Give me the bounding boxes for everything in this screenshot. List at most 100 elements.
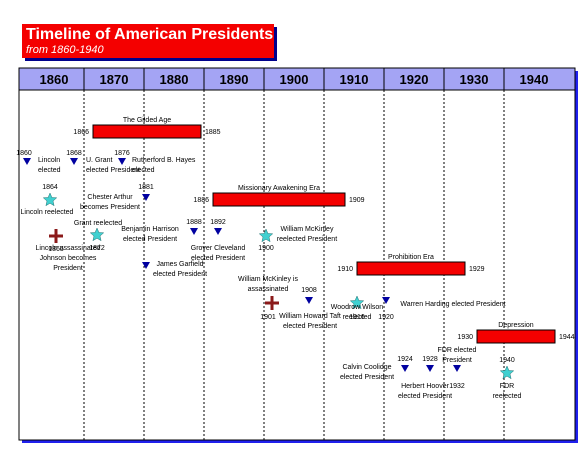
event-label: becomes President (80, 204, 140, 211)
star-marker-icon (89, 227, 105, 242)
event-label: Benjamin Harrison (121, 226, 179, 233)
event-year: 1920 (378, 314, 394, 321)
event-label: Lincoln assassinated (36, 245, 101, 252)
triangle-marker-icon (426, 365, 434, 372)
event-label: Herbert Hoover (401, 383, 450, 390)
decade-label: 1870 (100, 72, 129, 87)
event-label: FDR elected (438, 347, 477, 354)
triangle-marker-icon (305, 297, 313, 304)
event-year: 1864 (42, 184, 58, 191)
era-end-year: 1929 (469, 266, 485, 273)
decade-label: 1910 (340, 72, 369, 87)
title-banner: Timeline of American Presidents from 186… (22, 24, 274, 58)
star-marker-icon (499, 365, 515, 380)
era-bar (212, 192, 346, 207)
event-label: President (442, 357, 472, 364)
triangle-marker-icon (118, 158, 126, 165)
triangle-marker-icon (23, 158, 31, 165)
triangle-marker-icon (190, 228, 198, 235)
triangle-marker-icon (453, 365, 461, 372)
event-label: William McKinley (281, 226, 334, 233)
triangle-marker-icon (142, 194, 150, 201)
decade-label: 1940 (520, 72, 549, 87)
event-label: assassinated (248, 286, 289, 293)
triangle-marker-icon (382, 297, 390, 304)
triangle-marker-icon (214, 228, 222, 235)
star-marker-icon (349, 295, 365, 310)
star-marker-icon (42, 192, 58, 207)
event-year: 1868 (66, 150, 82, 157)
era-bar (356, 261, 466, 276)
triangle-marker-icon (401, 365, 409, 372)
event-year: 1924 (397, 356, 413, 363)
era-end-year: 1885 (205, 129, 221, 136)
timeline-frame (18, 67, 576, 441)
event-label: elected President (86, 167, 140, 174)
cross-marker-icon (49, 234, 63, 238)
event-label: Grover Cleveland (191, 245, 246, 252)
era-name: The Gilded Age (123, 117, 171, 124)
triangle-marker-icon (142, 262, 150, 269)
decade-label: 1890 (220, 72, 249, 87)
era-start-year: 1886 (193, 197, 209, 204)
event-label: Woodrow Wilson (331, 304, 383, 311)
event-label: reelected President (277, 236, 337, 243)
event-label: elected President (191, 255, 245, 262)
event-year: 1901 (260, 314, 276, 321)
era-bar (476, 329, 556, 344)
event-label: elected President (283, 323, 337, 330)
era-end-year: 1944 (559, 334, 575, 341)
event-year: 1916 (349, 314, 365, 321)
decade-label: 1930 (460, 72, 489, 87)
era-name: Depression (498, 322, 534, 329)
event-label: elected President (123, 236, 177, 243)
event-label: Johnson becomes (40, 255, 97, 262)
event-label: Rutherford B. Hayes (132, 157, 196, 164)
era-end-year: 1909 (349, 197, 365, 204)
decade-label: 1860 (40, 72, 69, 87)
page-title: Timeline of American Presidents (26, 26, 274, 43)
event-year: 1872 (89, 245, 105, 252)
event-label: James Garfield (156, 261, 203, 268)
event-label: Chester Arthur (87, 194, 133, 201)
era-name: Missionary Awakening Era (238, 185, 320, 192)
event-label: Lincoln reelected (21, 209, 74, 216)
event-year: 1932 (449, 383, 465, 390)
event-label: Calvin Coolidge (342, 364, 391, 371)
event-label: Lincoln (38, 157, 60, 164)
era-start-year: 1910 (337, 266, 353, 273)
decade-label: 1900 (280, 72, 309, 87)
era-bar (92, 124, 202, 139)
page-subtitle: from 1860-1940 (26, 44, 104, 56)
event-label: FDR (500, 383, 514, 390)
event-label: William Howard Taft (279, 313, 341, 320)
event-label: reelected (493, 393, 522, 400)
event-label: elected President (153, 271, 207, 278)
event-label: President (53, 265, 83, 272)
event-year: 1892 (210, 219, 226, 226)
event-year: 1940 (499, 357, 515, 364)
event-year: 1928 (422, 356, 438, 363)
event-label: William McKinley is (238, 276, 298, 283)
star-marker-icon (258, 228, 274, 243)
event-year: 1860 (16, 150, 32, 157)
era-start-year: 1930 (457, 334, 473, 341)
event-year: 1865 (48, 246, 64, 253)
era-start-year: 1866 (73, 129, 89, 136)
event-label: U. Grant (86, 157, 113, 164)
event-label: elected President (340, 374, 394, 381)
event-label: reelected (343, 314, 372, 321)
cross-marker-icon (265, 301, 279, 305)
event-year: 1876 (114, 150, 130, 157)
event-label: elected (38, 167, 61, 174)
event-year: 1881 (138, 184, 154, 191)
event-label: Warren Harding elected President (400, 301, 505, 308)
event-label: Grant reelected (74, 220, 122, 227)
event-label: elected (132, 167, 155, 174)
event-year: 1908 (301, 287, 317, 294)
era-name: Prohibition Era (388, 254, 434, 261)
decade-label: 1920 (400, 72, 429, 87)
event-year: 1900 (258, 245, 274, 252)
decade-label: 1880 (160, 72, 189, 87)
